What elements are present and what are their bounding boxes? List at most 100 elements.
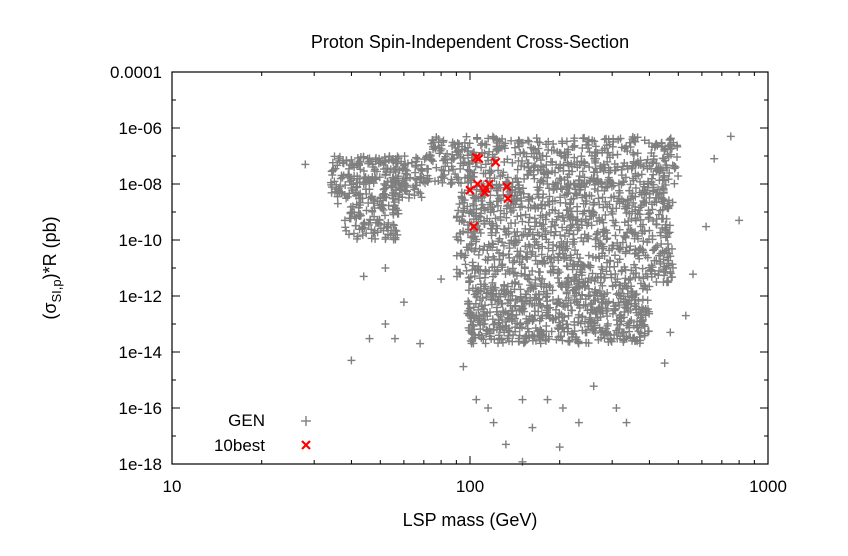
- gen-point: [412, 161, 421, 170]
- gen-point: [435, 144, 444, 153]
- gen-point: [534, 268, 543, 276]
- gen-point: [533, 137, 542, 146]
- gen-point: [551, 227, 560, 236]
- gen-point: [620, 218, 629, 227]
- gen-point: [580, 173, 589, 182]
- gen-point: [455, 200, 464, 208]
- gen-point: [583, 137, 592, 146]
- gen-point: [368, 175, 377, 184]
- gen-point: [393, 174, 402, 183]
- gen-point: [453, 139, 462, 148]
- gen-point: [629, 148, 637, 157]
- gen-point: [575, 254, 584, 263]
- gen-point: [511, 143, 519, 152]
- gen-point: [381, 156, 389, 165]
- gen-point: [649, 170, 658, 179]
- gen-point: [656, 231, 665, 240]
- gen-point: [581, 215, 590, 224]
- gen-point: [351, 221, 360, 230]
- gen-point: [656, 206, 665, 215]
- gen-point: [611, 231, 620, 240]
- gen-point: [664, 204, 673, 213]
- gen-point: [604, 135, 613, 144]
- gen-point: [598, 146, 607, 155]
- gen-point: [584, 135, 593, 144]
- gen-point: [345, 177, 354, 186]
- gen-point: [527, 143, 536, 152]
- gen-point: [443, 149, 452, 158]
- gen-point: [379, 161, 388, 169]
- gen-point: [519, 148, 528, 157]
- gen-point: [431, 177, 439, 186]
- gen-point: [564, 188, 573, 197]
- gen-point: [599, 203, 608, 212]
- legend-label-gen: GEN: [228, 411, 265, 430]
- gen-point: [330, 177, 339, 186]
- gen-point: [652, 140, 661, 149]
- gen-point: [539, 163, 547, 172]
- gen-point: [628, 132, 637, 141]
- gen-point: [512, 271, 521, 280]
- gen-point: [532, 218, 541, 227]
- gen-point: [500, 158, 509, 166]
- gen-point: [567, 253, 576, 262]
- gen-point: [545, 192, 554, 201]
- gen-point: [623, 161, 632, 170]
- gen-point: [511, 174, 520, 183]
- gen-point: [356, 211, 365, 220]
- gen-point: [388, 191, 397, 200]
- gen-point: [492, 135, 501, 143]
- gen-point: [356, 153, 365, 161]
- gen-point: [456, 236, 465, 245]
- gen-point: [515, 137, 524, 146]
- gen-point: [549, 140, 558, 148]
- gen-point: [579, 134, 587, 143]
- gen-point: [605, 140, 614, 149]
- gen-point: [551, 196, 559, 205]
- gen-point: [327, 183, 336, 192]
- gen-point: [601, 197, 610, 206]
- gen-point: [614, 135, 623, 144]
- gen-point: [362, 190, 371, 198]
- gen-point: [432, 133, 441, 142]
- gen-point: [643, 238, 652, 247]
- gen-point: [639, 162, 648, 171]
- gen-point: [599, 166, 608, 175]
- gen-point: [449, 165, 458, 174]
- gen-point: [591, 242, 600, 251]
- gen-point: [639, 274, 648, 283]
- gen-point: [663, 277, 672, 285]
- gen-point: [515, 258, 524, 267]
- gen-point: [537, 200, 545, 209]
- gen-point: [396, 181, 405, 190]
- gen-point: [613, 162, 622, 171]
- gen-point: [485, 147, 494, 156]
- gen-point: [575, 172, 584, 181]
- gen-point: [454, 150, 462, 159]
- gen-point: [359, 219, 368, 228]
- gen-point: [536, 156, 545, 165]
- gen-point: [452, 173, 461, 182]
- gen-point: [476, 229, 485, 237]
- gen-point: [471, 162, 480, 171]
- gen-point: [454, 206, 463, 215]
- gen-point: [653, 241, 662, 250]
- gen-point: [592, 229, 601, 238]
- gen-point: [381, 233, 390, 242]
- gen-point: [353, 234, 361, 243]
- gen-point: [660, 176, 669, 185]
- gen-point: [613, 239, 622, 247]
- gen-point: [604, 163, 613, 172]
- gen-point: [545, 184, 553, 193]
- gen-point: [514, 156, 523, 165]
- gen-point: [394, 209, 403, 218]
- gen-point: [513, 165, 522, 174]
- gen-point: [518, 217, 527, 226]
- gen-point: [427, 156, 436, 165]
- gen-point: [542, 152, 551, 161]
- gen-point: [580, 157, 589, 166]
- gen-point: [464, 158, 473, 167]
- gen-point: [359, 167, 368, 175]
- gen-point: [459, 208, 468, 217]
